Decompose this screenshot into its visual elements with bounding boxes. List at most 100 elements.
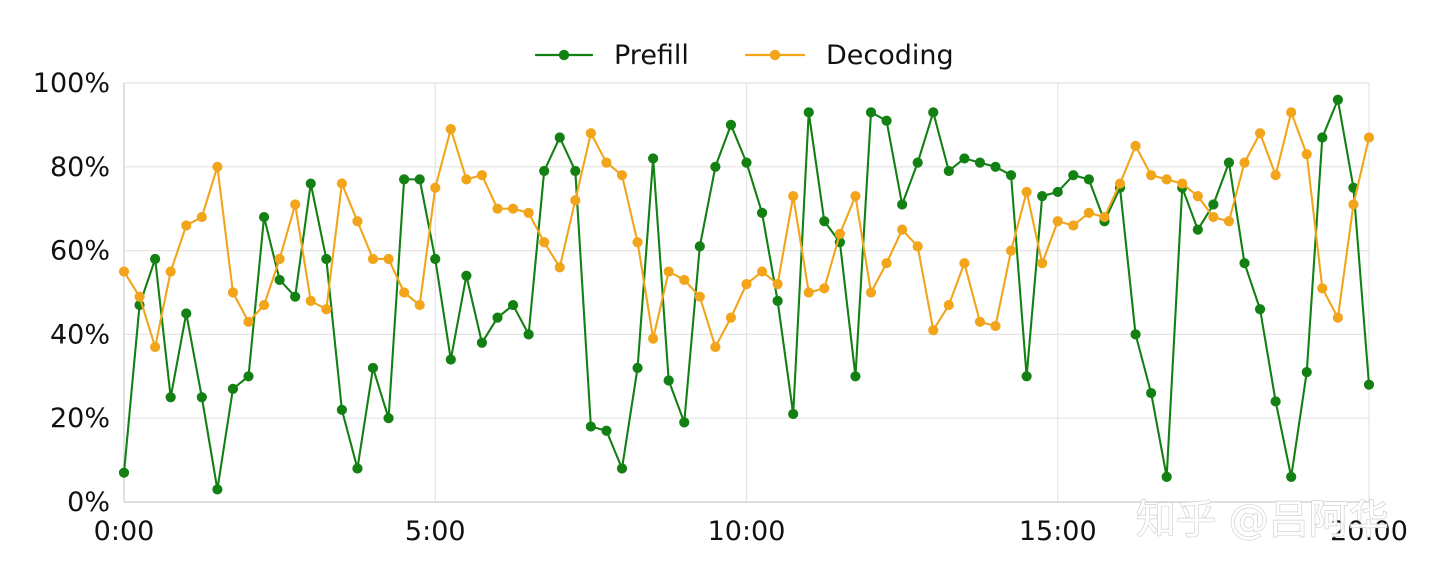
point-prefill-57 (1005, 170, 1017, 181)
point-prefill-42 (772, 295, 783, 306)
point-prefill-22 (461, 270, 472, 281)
point-prefill-49 (881, 115, 892, 126)
point-prefill-51 (912, 157, 923, 168)
x-tick-label-1: 5:00 (405, 516, 466, 547)
point-decoding-54 (959, 258, 970, 269)
point-prefill-4 (181, 308, 192, 319)
point-decoding-52 (928, 325, 939, 336)
y-tick-label-4: 80% (50, 152, 110, 183)
point-decoding-22 (461, 174, 472, 185)
point-decoding-21 (445, 123, 456, 135)
legend-label-decoding: Decoding (826, 40, 954, 71)
point-prefill-13 (321, 253, 332, 265)
point-prefill-40 (741, 157, 752, 168)
gridlines (123, 82, 1370, 503)
point-decoding-73 (1254, 128, 1266, 139)
point-decoding-42 (772, 279, 783, 290)
y-tick-label-1: 20% (50, 403, 110, 434)
point-prefill-19 (414, 174, 425, 185)
point-prefill-3 (165, 392, 176, 403)
point-prefill-74 (1270, 396, 1281, 407)
point-prefill-9 (258, 211, 270, 223)
point-decoding-45 (819, 283, 830, 294)
point-prefill-24 (492, 312, 503, 323)
point-decoding-29 (570, 195, 581, 206)
point-decoding-7 (227, 287, 239, 298)
point-prefill-61 (1068, 170, 1079, 181)
legend-marker-decoding (769, 49, 781, 61)
point-decoding-50 (897, 224, 908, 235)
point-prefill-43 (788, 408, 799, 420)
point-prefill-11 (290, 291, 301, 302)
point-prefill-0 (118, 467, 130, 478)
point-decoding-32 (616, 170, 628, 181)
point-decoding-10 (274, 253, 285, 265)
point-decoding-69 (1192, 191, 1203, 202)
point-decoding-25 (507, 203, 519, 214)
point-decoding-48 (865, 287, 877, 298)
point-prefill-7 (227, 383, 239, 394)
point-decoding-59 (1037, 258, 1048, 269)
point-decoding-77 (1317, 283, 1328, 294)
point-decoding-3 (165, 266, 176, 277)
point-decoding-5 (196, 211, 207, 223)
x-tick-label-3: 15:00 (1019, 516, 1097, 547)
point-decoding-17 (383, 253, 394, 265)
point-decoding-71 (1223, 216, 1235, 227)
point-prefill-14 (336, 404, 347, 415)
point-decoding-4 (181, 220, 192, 231)
point-prefill-69 (1192, 224, 1203, 235)
point-decoding-49 (881, 258, 892, 269)
point-prefill-17 (383, 413, 394, 424)
point-prefill-34 (648, 153, 659, 164)
point-prefill-48 (865, 107, 877, 118)
point-decoding-39 (725, 312, 737, 323)
point-decoding-75 (1286, 107, 1297, 118)
point-prefill-33 (632, 362, 643, 374)
point-decoding-68 (1177, 178, 1188, 189)
point-prefill-6 (212, 484, 223, 495)
point-decoding-37 (694, 291, 705, 302)
point-decoding-44 (803, 287, 814, 298)
point-decoding-47 (850, 191, 861, 202)
point-decoding-8 (243, 316, 254, 327)
point-prefill-10 (274, 274, 285, 286)
point-prefill-5 (196, 392, 207, 403)
point-prefill-50 (897, 199, 908, 210)
point-decoding-56 (990, 320, 1001, 332)
point-prefill-20 (430, 253, 441, 265)
point-prefill-56 (990, 161, 1001, 172)
point-decoding-6 (212, 161, 223, 172)
point-prefill-12 (305, 178, 316, 189)
point-prefill-70 (1208, 199, 1219, 210)
point-decoding-65 (1130, 140, 1141, 151)
point-decoding-26 (523, 207, 534, 218)
point-decoding-61 (1068, 220, 1079, 231)
point-decoding-57 (1005, 245, 1017, 256)
point-prefill-2 (150, 253, 161, 265)
watermark-text: 知乎 @吕阿华 (1136, 497, 1389, 543)
point-prefill-78 (1332, 94, 1343, 105)
point-decoding-78 (1332, 312, 1343, 323)
legend: Prefill Decoding (534, 40, 954, 71)
point-decoding-66 (1146, 170, 1157, 181)
legend-marker-prefill (558, 49, 570, 61)
point-prefill-55 (974, 157, 986, 168)
point-decoding-36 (679, 274, 690, 286)
point-decoding-63 (1099, 211, 1110, 223)
point-prefill-37 (694, 241, 705, 252)
y-tick-label-0: 0% (67, 487, 110, 518)
point-prefill-71 (1223, 157, 1235, 168)
point-decoding-27 (539, 237, 550, 248)
point-decoding-24 (492, 203, 503, 214)
point-decoding-51 (912, 241, 923, 252)
point-prefill-53 (943, 165, 954, 177)
point-prefill-67 (1161, 471, 1172, 482)
point-decoding-35 (663, 266, 674, 277)
point-prefill-60 (1052, 186, 1063, 198)
point-decoding-12 (305, 295, 316, 306)
point-prefill-16 (367, 362, 379, 374)
point-prefill-72 (1239, 258, 1250, 269)
